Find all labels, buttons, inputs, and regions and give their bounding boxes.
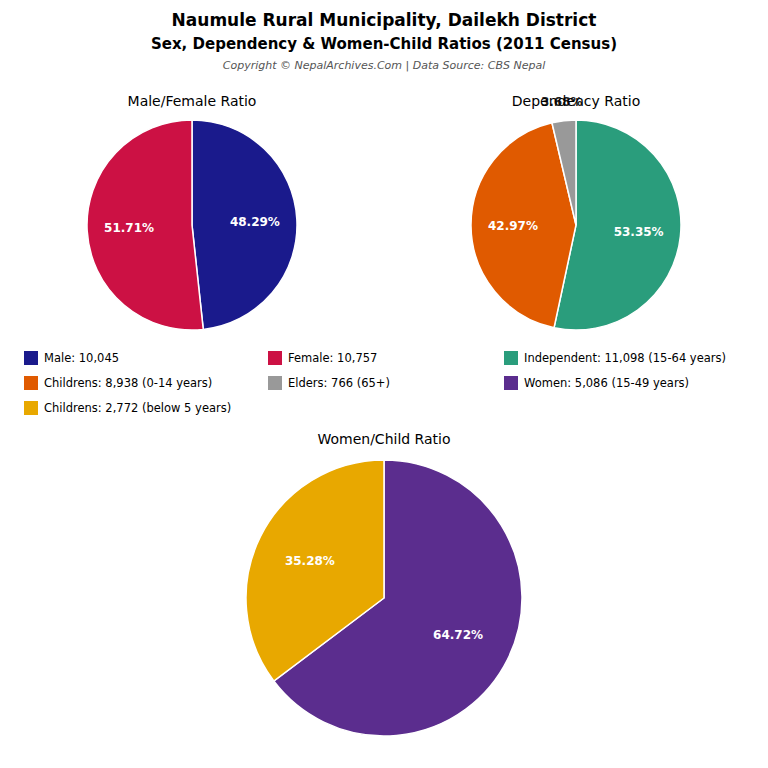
annotation: Copyright © NepalArchives.Com | Data Sou… [223, 59, 545, 72]
title: Naumule Rural Municipality, Dailekh Dist… [172, 10, 597, 30]
data-label: 48.29% [230, 215, 280, 229]
legend-label: Childrens: 8,938 (0-14 years) [44, 376, 212, 390]
legend: Male: 10,045 Female: 10,757 Independent: 1… [24, 351, 726, 415]
pie: 53.35%42.97%3.68% [471, 95, 681, 330]
legend-swatch [24, 376, 38, 390]
pie-title: Women/Child Ratio [317, 431, 450, 447]
data-label: 64.72% [433, 628, 483, 642]
pie: 64.72% 35.28% [246, 460, 522, 736]
pie: 48.29% 51.71% [87, 120, 297, 330]
pie-slice [246, 460, 384, 681]
chart: Naumule Rural Municipality, Dailekh Dist… [0, 0, 768, 768]
legend-label: Women: 5,086 (15-49 years) [524, 376, 689, 390]
data-label: 35.28% [285, 554, 335, 568]
legend-label: Elders: 766 (65+) [288, 376, 390, 390]
data-label: 53.35% [614, 225, 664, 239]
legend-label: Independent: 11,098 (15-64 years) [524, 351, 726, 365]
legend-label: Childrens: 2,772 (below 5 years) [44, 401, 231, 415]
legend-swatch [504, 351, 518, 365]
pie-slice [552, 120, 576, 225]
legend-swatch [24, 351, 38, 365]
legend-label: Male: 10,045 [44, 351, 119, 365]
legend-swatch [504, 376, 518, 390]
legend-swatch [24, 401, 38, 415]
pie-title: Male/Female Ratio [128, 93, 257, 109]
data-label: 42.97% [488, 219, 538, 233]
pie-slice [87, 120, 203, 330]
legend-swatch [268, 376, 282, 390]
subtitle: Sex, Dependency & Women-Child Ratios (20… [151, 35, 617, 53]
legend-label: Female: 10,757 [288, 351, 377, 365]
pie-slice [192, 120, 297, 329]
pie-title: Dependency Ratio [512, 93, 641, 109]
legend-swatch [268, 351, 282, 365]
data-label: 51.71% [104, 221, 154, 235]
